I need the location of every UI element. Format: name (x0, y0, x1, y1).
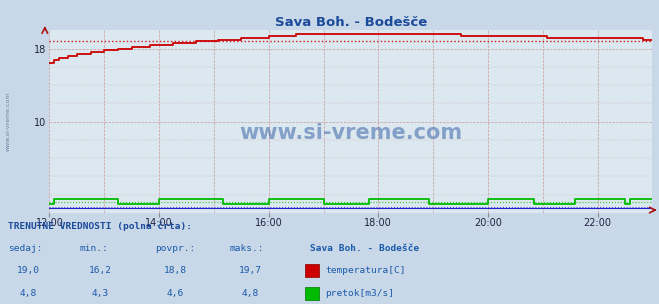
Title: Sava Boh. - Bodešče: Sava Boh. - Bodešče (275, 16, 427, 29)
Text: Sava Boh. - Bodešče: Sava Boh. - Bodešče (310, 244, 419, 253)
Text: sedaj:: sedaj: (8, 244, 42, 253)
Text: 16,2: 16,2 (88, 266, 111, 275)
Text: 19,7: 19,7 (239, 266, 262, 275)
Text: temperatura[C]: temperatura[C] (325, 266, 405, 275)
Text: min.:: min.: (80, 244, 109, 253)
Text: 4,3: 4,3 (92, 289, 109, 298)
Text: 4,8: 4,8 (241, 289, 258, 298)
Text: TRENUTNE VREDNOSTI (polna črta):: TRENUTNE VREDNOSTI (polna črta): (8, 221, 192, 231)
Text: maks.:: maks.: (230, 244, 264, 253)
Text: 19,0: 19,0 (16, 266, 40, 275)
Text: povpr.:: povpr.: (155, 244, 195, 253)
Bar (305, 287, 319, 300)
Text: 4,8: 4,8 (19, 289, 37, 298)
Text: 4,6: 4,6 (166, 289, 184, 298)
Text: 18,8: 18,8 (163, 266, 186, 275)
Text: pretok[m3/s]: pretok[m3/s] (325, 289, 394, 298)
Text: www.si-vreme.com: www.si-vreme.com (239, 123, 463, 143)
Bar (305, 264, 319, 277)
Text: www.si-vreme.com: www.si-vreme.com (5, 92, 11, 151)
